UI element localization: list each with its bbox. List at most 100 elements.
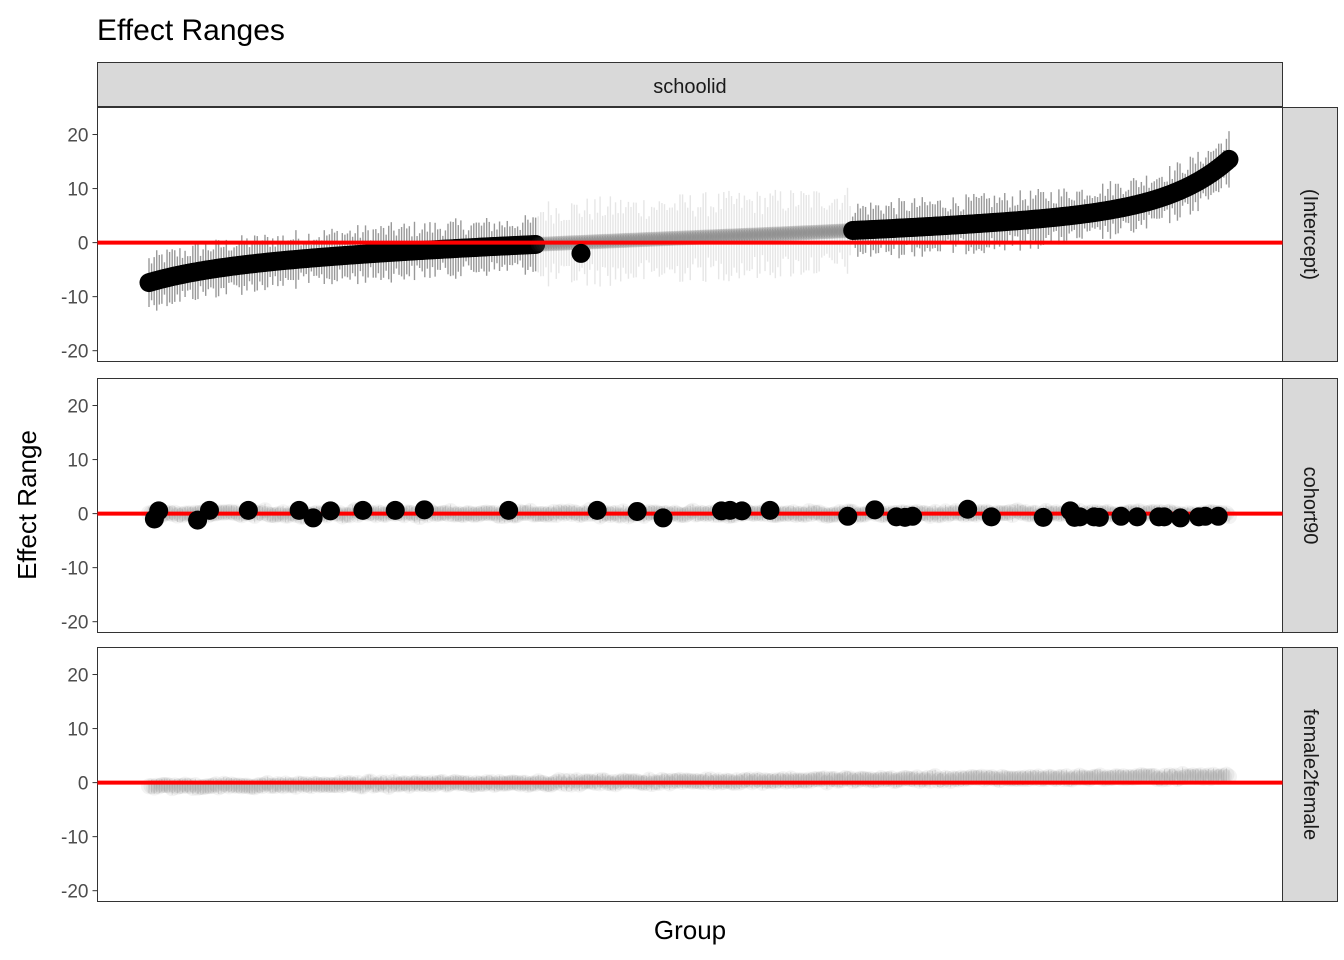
effect-point — [829, 223, 845, 239]
effect-point — [747, 227, 763, 243]
effect-point — [1218, 766, 1235, 783]
highlighted-point — [587, 500, 607, 520]
effect-point — [798, 225, 814, 241]
effect-point — [1135, 767, 1152, 784]
effect-point — [1030, 768, 1047, 785]
effect-point — [819, 224, 835, 240]
effect-point — [775, 226, 791, 242]
effect-point — [793, 225, 809, 241]
effect-point — [816, 224, 832, 240]
facet-row-strip — [1282, 107, 1338, 362]
y-tick-label: 20 — [67, 666, 88, 687]
effect-point — [821, 224, 837, 240]
effect-point — [1197, 768, 1214, 785]
effect-point — [1184, 767, 1201, 784]
effect-point — [803, 224, 819, 240]
effect-point — [778, 226, 794, 242]
effect-point — [716, 228, 732, 244]
effect-point — [770, 226, 786, 242]
facet-column-label: schoolid — [653, 76, 726, 98]
effect-point — [703, 229, 719, 245]
facet-panel-1: cohort90 -20 -10 0 10 20 — [61, 378, 1338, 634]
effect-point — [754, 227, 770, 243]
effect-point — [760, 226, 776, 242]
effect-point — [736, 227, 752, 243]
panels: (Intercept) -20 -10 0 10 20 cohort90 -20 -10 0 10 2… — [61, 107, 1338, 903]
highlighted-point — [958, 499, 978, 519]
effect-point — [1192, 767, 1209, 784]
highlighted-point — [627, 501, 647, 521]
effect-point — [1141, 768, 1158, 785]
effect-point — [791, 225, 807, 241]
highlighted-point — [1111, 506, 1131, 526]
effect-point — [718, 228, 734, 244]
highlighted-point — [653, 508, 673, 528]
effect-point — [1219, 149, 1239, 169]
y-tick-label: 10 — [67, 451, 88, 472]
effect-point — [721, 228, 737, 244]
effect-point — [801, 225, 817, 241]
effect-point — [705, 229, 721, 245]
effect-point — [785, 225, 801, 241]
effect-point — [1215, 768, 1232, 785]
effect-point — [806, 224, 822, 240]
effect-point — [773, 226, 789, 242]
effect-point — [742, 227, 758, 243]
highlighted-point — [865, 500, 885, 520]
highlighted-point — [149, 501, 169, 521]
y-tick-label: 0 — [78, 774, 89, 795]
effect-point — [827, 223, 843, 239]
effect-point — [927, 768, 944, 785]
y-tick-label: -20 — [61, 613, 88, 634]
effect-point — [814, 224, 830, 240]
effect-point — [724, 228, 740, 244]
y-tick-label: -10 — [61, 828, 88, 849]
highlighted-point — [981, 507, 1001, 527]
effect-point — [1156, 767, 1173, 784]
effect-point — [780, 225, 796, 241]
facet-row-strip — [1282, 378, 1338, 633]
effect-point — [1115, 768, 1132, 785]
effect-point — [731, 228, 747, 244]
highlighted-point — [1170, 508, 1190, 528]
facet-row-label: female2female — [1299, 709, 1321, 840]
effect-point — [1213, 767, 1230, 784]
effect-point — [1174, 766, 1191, 783]
effect-marks — [139, 131, 1239, 311]
highlighted-point — [838, 506, 858, 526]
effect-point — [1058, 768, 1075, 785]
y-tick-label: -20 — [61, 882, 88, 903]
effect-point — [726, 228, 742, 244]
effect-point — [1071, 767, 1088, 784]
highlighted-point — [1089, 507, 1109, 527]
effect-point — [1128, 768, 1145, 785]
x-axis-title: Group — [654, 915, 726, 945]
effect-point — [729, 228, 745, 244]
effect-point — [752, 227, 768, 243]
highlighted-point — [303, 508, 323, 528]
effect-point — [762, 226, 778, 242]
effect-point — [832, 223, 848, 239]
effect-point — [713, 228, 729, 244]
highlighted-point — [385, 500, 405, 520]
highlighted-point — [1127, 507, 1147, 527]
effect-point — [1208, 768, 1225, 785]
highlighted-point — [1033, 507, 1053, 527]
highlighted-point — [1208, 506, 1228, 526]
effect-point — [1133, 767, 1150, 784]
effect-point — [1200, 767, 1217, 784]
highlighted-point — [289, 500, 309, 520]
facet-panel-0: (Intercept) -20 -10 0 10 20 — [61, 107, 1338, 363]
effect-point — [708, 229, 724, 245]
effect-point — [749, 227, 765, 243]
y-tick-label: 10 — [67, 180, 88, 201]
effect-point — [1179, 768, 1196, 785]
facet-row-label: cohort90 — [1299, 467, 1321, 545]
effect-point — [1138, 768, 1155, 785]
effect-point — [811, 224, 827, 240]
effect-point — [788, 225, 804, 241]
effect-point — [757, 227, 773, 243]
facet-row-strip — [1282, 647, 1338, 902]
y-tick-label: -10 — [61, 559, 88, 580]
